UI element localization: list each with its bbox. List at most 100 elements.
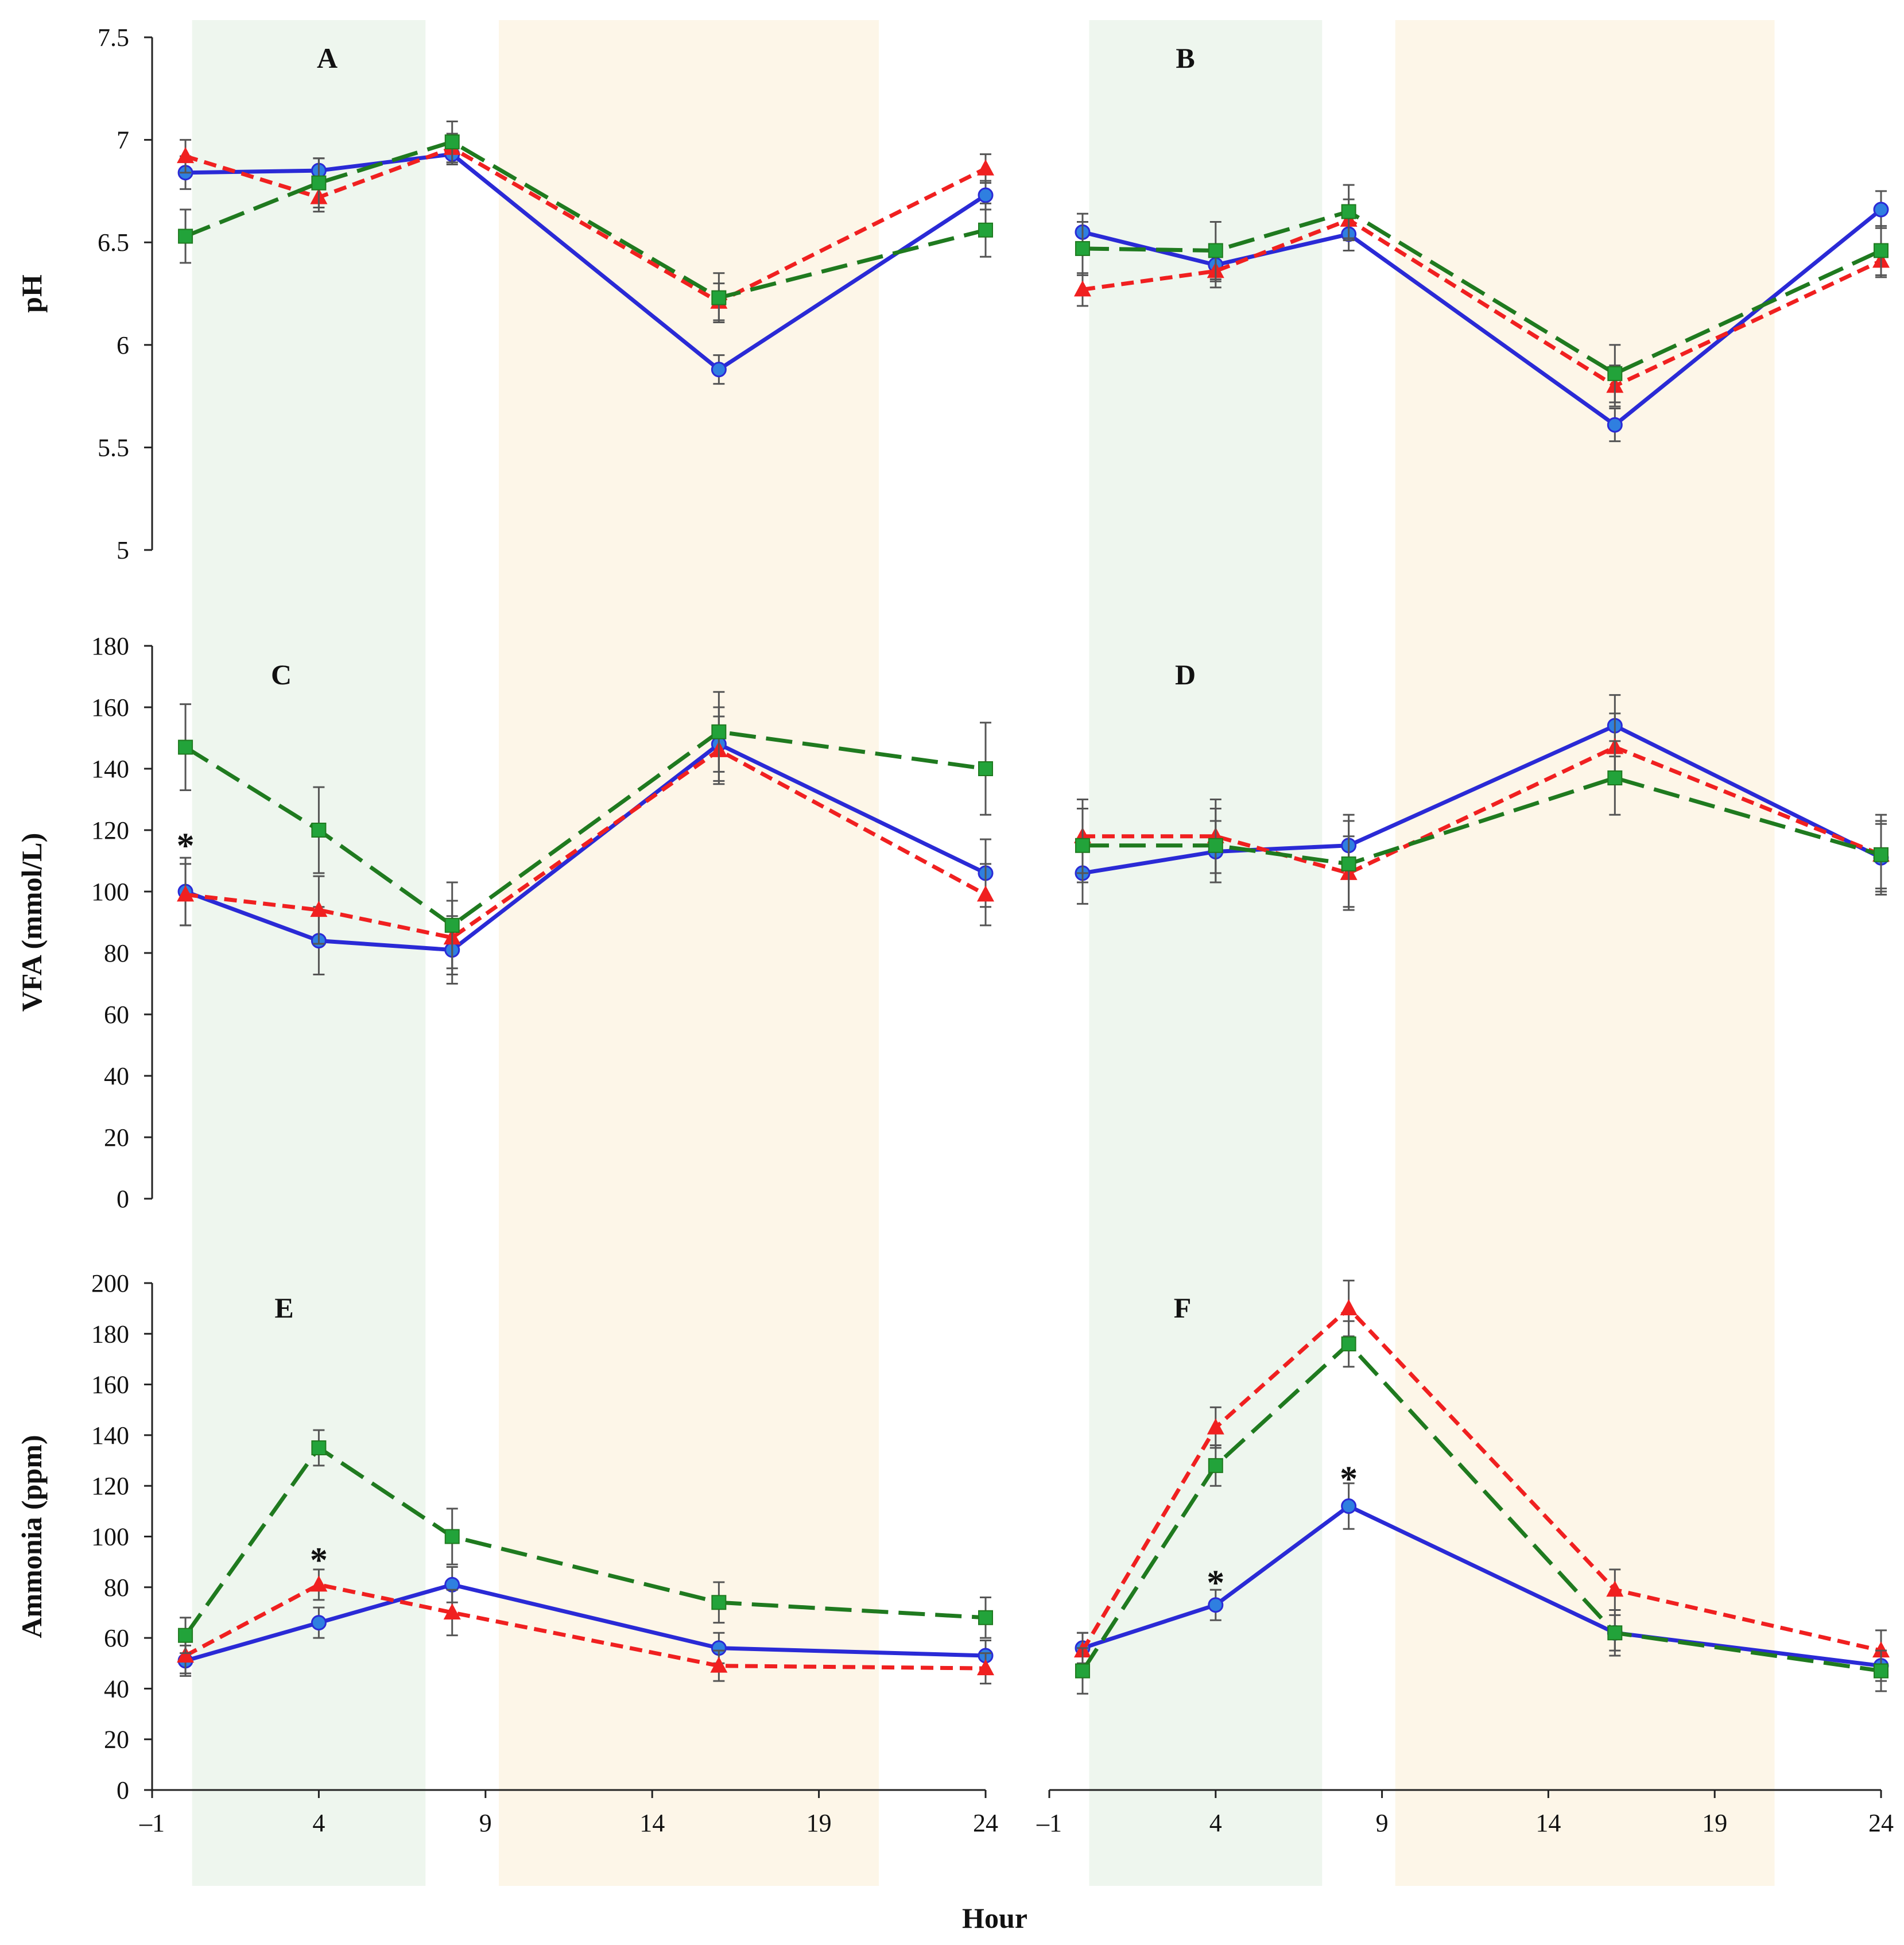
x-tick-label: 14 <box>1535 1809 1561 1837</box>
point-F-green-square <box>1607 1625 1623 1641</box>
y-axis-title-C: VFA (mmol/L) <box>15 833 48 1012</box>
panel-letter-D: D <box>1175 658 1196 691</box>
point-A-blue-circle <box>711 362 727 378</box>
point-E-red-triangle <box>443 1603 461 1619</box>
point-C-green-square <box>444 917 460 933</box>
point-A-green-square <box>978 222 993 238</box>
yellow-band <box>499 20 879 1886</box>
point-F-red-triangle <box>1207 1418 1224 1435</box>
point-D-green-square <box>1607 770 1623 786</box>
point-A-green-square <box>178 228 193 244</box>
significance-marker-C: * <box>177 826 195 865</box>
significance-marker-F: * <box>1207 1564 1224 1603</box>
point-A-green-square <box>711 290 727 305</box>
y-tick-label-A: 5 <box>117 536 129 564</box>
y-tick-label-E: 40 <box>104 1675 129 1703</box>
point-E-red-triangle <box>310 1575 328 1592</box>
y-tick-label-E: 160 <box>91 1371 129 1399</box>
x-tick-label: 19 <box>1702 1809 1727 1837</box>
point-E-green-square <box>711 1595 727 1610</box>
x-axis-title: Hour <box>962 1902 1027 1934</box>
y-tick-label-C: 60 <box>104 1001 129 1029</box>
point-F-green-square <box>1208 1458 1223 1473</box>
point-B-blue-circle <box>1873 202 1889 218</box>
y-tick-label-E: 80 <box>104 1574 129 1602</box>
x-tick-label: 19 <box>806 1809 832 1837</box>
point-F-blue-circle <box>1208 1597 1224 1613</box>
point-A-red-triangle <box>977 159 994 176</box>
point-F-green-square <box>1874 1663 1889 1679</box>
x-tick-label: –1 <box>1036 1809 1062 1837</box>
y-tick-label-C: 20 <box>104 1123 129 1152</box>
y-tick-label-E: 0 <box>117 1776 129 1804</box>
y-tick-label-A: 7 <box>117 126 129 154</box>
y-tick-label-A: 6.5 <box>98 228 129 257</box>
point-D-green-square <box>1075 838 1090 853</box>
point-D-green-square <box>1208 838 1223 853</box>
x-tick-label: 4 <box>1209 1809 1222 1837</box>
panel-letter-E: E <box>274 1292 293 1324</box>
point-E-green-square <box>311 1440 327 1455</box>
point-B-green-square <box>1874 243 1889 258</box>
y-tick-label-C: 120 <box>91 816 129 844</box>
point-F-green-square <box>1075 1663 1090 1679</box>
y-tick-label-C: 80 <box>104 939 129 967</box>
point-F-red-triangle <box>1340 1299 1358 1316</box>
point-E-red-triangle <box>177 1646 195 1663</box>
point-A-green-square <box>311 175 327 191</box>
y-tick-label-C: 100 <box>91 878 129 906</box>
y-tick-label-C: 0 <box>117 1185 129 1213</box>
significance-marker-E: * <box>310 1541 328 1580</box>
panel-letter-C: C <box>271 658 292 691</box>
panel-letter-B: B <box>1176 42 1195 74</box>
point-D-green-square <box>1341 856 1356 871</box>
x-tick-label: 9 <box>1376 1809 1389 1837</box>
point-F-red-triangle <box>1872 1641 1890 1658</box>
y-tick-label-E: 120 <box>91 1472 129 1500</box>
y-tick-label-A: 5.5 <box>98 433 129 462</box>
point-E-green-square <box>178 1628 193 1643</box>
y-tick-label-E: 60 <box>104 1624 129 1652</box>
x-tick-label: 4 <box>312 1809 325 1837</box>
y-tick-label-E: 200 <box>91 1269 129 1297</box>
axes-layer <box>144 36 1882 1798</box>
point-B-red-triangle <box>1073 280 1091 297</box>
panel-letter-F: F <box>1174 1292 1192 1324</box>
marks-layer <box>177 120 1890 1695</box>
point-B-green-square <box>1341 204 1356 219</box>
point-E-red-triangle <box>710 1656 728 1673</box>
y-tick-label-C: 180 <box>91 632 129 660</box>
point-B-green-square <box>1075 241 1090 256</box>
point-A-green-square <box>444 134 460 150</box>
point-E-green-square <box>978 1610 993 1625</box>
y-tick-label-A: 7.5 <box>98 24 129 52</box>
point-A-blue-circle <box>978 187 994 203</box>
point-A-red-triangle <box>177 147 195 164</box>
y-tick-label-E: 140 <box>91 1421 129 1450</box>
x-tick-label: 24 <box>973 1809 998 1837</box>
point-C-red-triangle <box>977 885 994 902</box>
y-tick-label-E: 100 <box>91 1523 129 1551</box>
point-C-red-triangle <box>310 901 328 917</box>
point-E-green-square <box>444 1529 460 1544</box>
point-C-green-square <box>178 739 193 755</box>
series-line-C-green-square <box>184 730 986 928</box>
point-B-blue-circle <box>1607 417 1623 433</box>
point-F-green-square <box>1341 1336 1356 1351</box>
point-B-green-square <box>1208 243 1223 258</box>
point-B-green-square <box>1607 366 1623 381</box>
point-E-blue-circle <box>311 1615 327 1631</box>
shaded-bands <box>192 20 1775 1886</box>
x-tick-label: 24 <box>1868 1809 1894 1837</box>
point-E-red-triangle <box>977 1659 994 1676</box>
point-D-green-square <box>1874 847 1889 862</box>
point-C-green-square <box>711 724 727 739</box>
y-tick-label-E: 20 <box>104 1726 129 1754</box>
point-F-red-triangle <box>1606 1580 1624 1597</box>
point-C-red-triangle <box>177 885 195 902</box>
y-tick-label-C: 140 <box>91 755 129 783</box>
yellow-band <box>1395 20 1775 1886</box>
y-tick-label-C: 40 <box>104 1062 129 1090</box>
green-band <box>192 20 426 1886</box>
